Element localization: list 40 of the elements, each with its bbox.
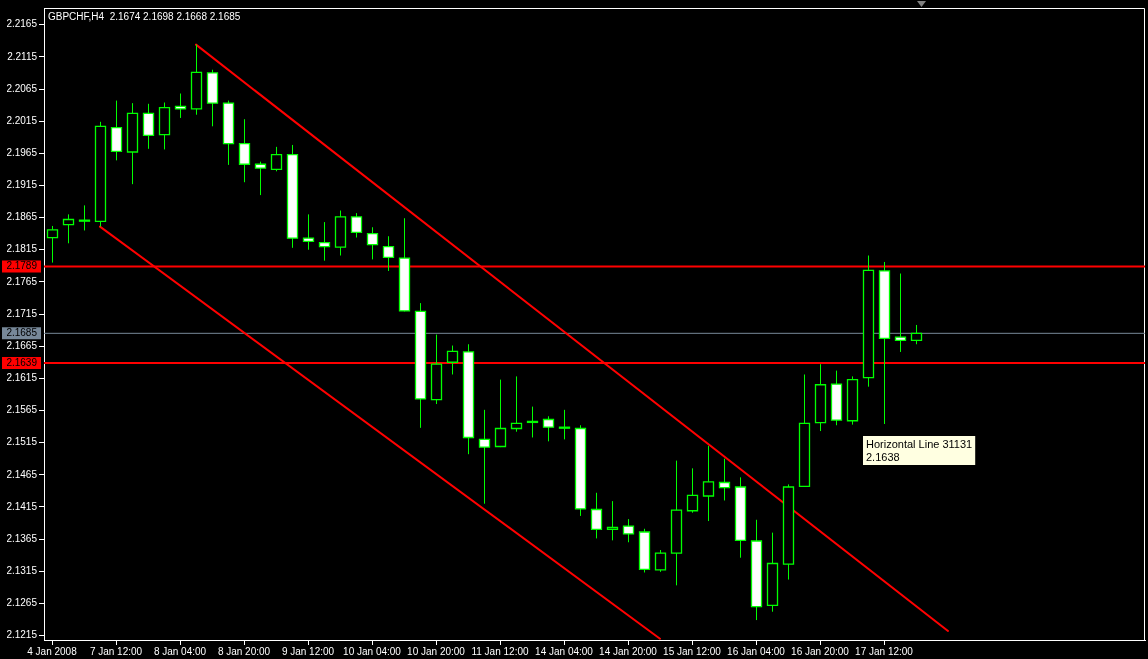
y-tick-label: 2.1915	[6, 179, 38, 191]
y-tick-label: 2.2015	[6, 114, 38, 126]
annotation: 2.1638	[866, 450, 900, 463]
y-tick-label: 2.1665	[6, 339, 38, 351]
ref-line-label: 2.1685	[6, 327, 38, 339]
x-tick-label: 4 Jan 2008	[27, 645, 78, 657]
x-tick-label: 11 Jan 12:00	[471, 645, 529, 657]
y-tick-label: 2.1465	[6, 468, 38, 480]
y-tick-label: 2.1815	[6, 243, 38, 255]
y-tick-label: 2.1615	[6, 372, 38, 384]
x-tick-label: 10 Jan 20:00	[407, 645, 466, 657]
x-tick-label: 15 Jan 12:00	[663, 645, 722, 657]
y-tick-label: 2.2115	[7, 50, 38, 62]
x-tick-label: 7 Jan 12:00	[89, 645, 143, 657]
y-tick-label: 2.1965	[6, 147, 38, 159]
x-tick-label: 14 Jan 20:00	[599, 645, 658, 657]
ref-line-label: 2.1639	[6, 356, 38, 368]
y-tick-label: 2.1215	[6, 629, 38, 641]
x-tick-label: 14 Jan 04:00	[535, 645, 594, 657]
x-tick-label: 8 Jan 04:00	[153, 645, 207, 657]
y-tick-label: 2.1565	[6, 404, 38, 416]
y-tick-label: 2.2065	[6, 82, 38, 94]
y-tick-label: 2.1865	[6, 211, 38, 223]
x-tick-label: 16 Jan 04:00	[727, 645, 786, 657]
y-tick-label: 2.2165	[6, 18, 38, 30]
y-tick-label: 2.1415	[6, 500, 38, 512]
y-tick-label: 2.1765	[6, 275, 38, 287]
y-tick-label: 2.1715	[6, 307, 38, 319]
x-tick-label: 9 Jan 12:00	[281, 645, 335, 657]
x-tick-label: 16 Jan 20:00	[791, 645, 850, 657]
x-tick-label: 8 Jan 20:00	[217, 645, 271, 657]
x-tick-label: 10 Jan 04:00	[343, 645, 402, 657]
y-tick-label: 2.1515	[6, 436, 38, 448]
chart-title: GBPCHF,H4 2.1674 2.1698 2.1668 2.1685	[48, 10, 241, 22]
x-tick-label: 17 Jan 12:00	[855, 645, 914, 657]
y-tick-label: 2.1315	[6, 564, 38, 576]
y-tick-label: 2.1365	[6, 532, 38, 544]
annotation: Horizontal Line 31131	[866, 437, 973, 450]
ref-line-label: 2.1789	[6, 260, 38, 272]
y-tick-label: 2.1265	[6, 597, 38, 609]
